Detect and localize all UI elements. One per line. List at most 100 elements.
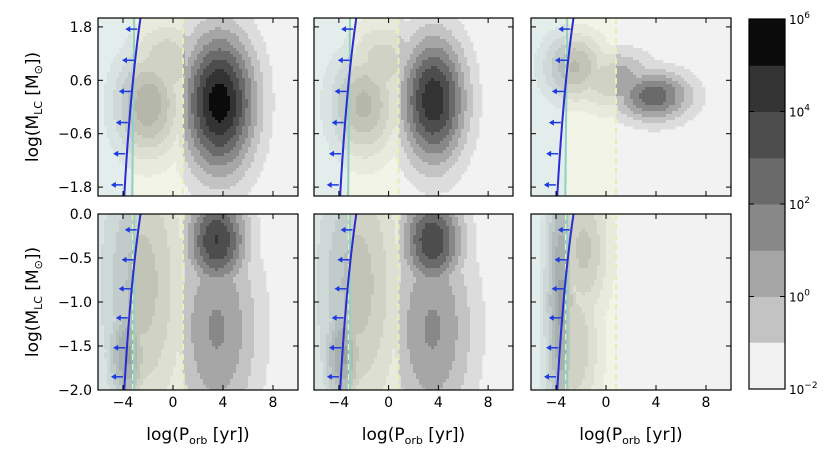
x-tick-label: −4	[113, 395, 134, 411]
colorbar-segment	[749, 65, 785, 112]
arrow-marker	[546, 150, 559, 157]
colorbar-segment	[749, 296, 785, 344]
y-tick-label: −1.8	[58, 180, 92, 196]
x-axis-label: log(Porb [yr])	[362, 425, 465, 447]
colorbar: 106 104 102 100 10−2	[748, 11, 818, 397]
arrow-marker	[554, 57, 567, 64]
left-shaded-region	[98, 18, 133, 196]
arrow-marker	[110, 181, 123, 188]
arrow-marker	[557, 226, 570, 233]
colorbar-segment	[749, 250, 785, 297]
arrow-marker	[331, 314, 344, 321]
arrow-marker	[341, 26, 354, 33]
x-tick-label: 8	[702, 395, 711, 411]
middle-shaded-region	[133, 18, 183, 196]
arrow-marker	[113, 150, 126, 157]
middle-shaded-region	[566, 214, 616, 390]
left-shaded-region	[314, 18, 349, 196]
panel-bottom-middle: −4 0 4 8 log(Porb [yr])	[313, 213, 514, 447]
arrow-marker	[118, 285, 131, 292]
arrow-marker	[328, 150, 341, 157]
arrow-marker	[558, 26, 571, 33]
colorbar-segment	[749, 19, 785, 66]
left-shaded-region	[531, 18, 566, 196]
panel-top-left: 1.8 0.6 −0.6 −1.8 log(MLC [M⊙])	[23, 17, 299, 197]
arrow-marker	[125, 26, 138, 33]
boundary-curve	[339, 214, 358, 390]
panel-bottom-left: −4 0 4 8 0.0 −0.5 −1.0 −1.5 −2.0 log(MLC [M⊙]) log…	[23, 207, 299, 447]
arrow-marker	[334, 88, 347, 95]
colorbar-tick-label: 100	[789, 289, 810, 305]
boundary-curve	[123, 214, 142, 390]
arrow-marker	[551, 88, 564, 95]
x-tick-label: 4	[652, 395, 661, 411]
middle-shaded-region	[348, 18, 399, 196]
x-axis-label: log(Porb [yr])	[146, 425, 249, 447]
y-tick-label: 1.8	[70, 20, 92, 36]
boundary-curve	[123, 18, 142, 196]
arrow-marker	[337, 256, 350, 263]
arrow-marker	[329, 344, 342, 351]
middle-shaded-region	[348, 214, 399, 390]
cyan-line	[347, 18, 352, 196]
arrow-marker	[340, 226, 353, 233]
arrow-marker	[551, 285, 564, 292]
arrow-marker	[118, 88, 131, 95]
colorbar-tick-label: 102	[789, 196, 810, 212]
arrow-marker	[554, 256, 567, 263]
panel-bottom-right: −4 0 4 8 log(Porb [yr])	[530, 213, 732, 447]
y-tick-label: −0.6	[58, 127, 92, 143]
boundary-curve	[556, 18, 575, 196]
boundary-curve	[556, 214, 575, 390]
arrow-marker	[326, 181, 339, 188]
x-tick-label: −4	[329, 395, 350, 411]
arrow-marker	[331, 119, 344, 126]
y-tick-label: −2.0	[58, 383, 92, 399]
panel-top-right	[530, 17, 732, 197]
middle-shaded-region	[133, 214, 183, 390]
arrow-marker	[115, 314, 128, 321]
x-tick-label: 4	[434, 395, 443, 411]
y-axis-label: log(MLC [M⊙])	[23, 52, 45, 162]
left-shaded-region	[98, 214, 133, 390]
arrow-marker	[326, 373, 339, 380]
panel-top-middle	[313, 17, 514, 197]
colorbar-tick-label: 10−2	[789, 381, 818, 397]
arrow-marker	[548, 314, 561, 321]
arrow-marker	[121, 57, 134, 64]
arrow-marker	[115, 119, 128, 126]
y-tick-label: 0.6	[70, 73, 92, 89]
panel-frame	[530, 17, 732, 197]
panel-frame	[97, 17, 299, 197]
arrow-marker	[121, 256, 134, 263]
left-shaded-region	[314, 214, 349, 390]
arrow-marker	[548, 119, 561, 126]
colorbar-tick-label: 106	[789, 11, 810, 27]
x-tick-label: 8	[269, 395, 278, 411]
y-tick-label: 0.0	[70, 207, 92, 223]
arrow-marker	[124, 226, 137, 233]
colorbar-segment	[749, 111, 785, 159]
x-tick-label: 4	[219, 395, 228, 411]
x-tick-label: −4	[546, 395, 567, 411]
y-tick-label: −1.5	[58, 339, 92, 355]
arrow-marker	[543, 181, 556, 188]
arrow-marker	[543, 373, 556, 380]
arrow-marker	[337, 57, 350, 64]
boundary-curve	[339, 18, 358, 196]
arrow-marker	[334, 285, 347, 292]
cyan-line	[564, 18, 569, 196]
x-tick-label: 0	[384, 395, 393, 411]
x-tick-label: 8	[484, 395, 493, 411]
cyan-line	[131, 18, 136, 196]
colorbar-segment	[749, 157, 785, 205]
x-tick-label: 0	[169, 395, 178, 411]
middle-shaded-region	[566, 18, 616, 196]
arrow-marker	[546, 344, 559, 351]
left-shaded-region	[531, 214, 566, 390]
arrow-marker	[113, 344, 126, 351]
x-tick-label: 0	[602, 395, 611, 411]
x-axis-label: log(Porb [yr])	[579, 425, 682, 447]
